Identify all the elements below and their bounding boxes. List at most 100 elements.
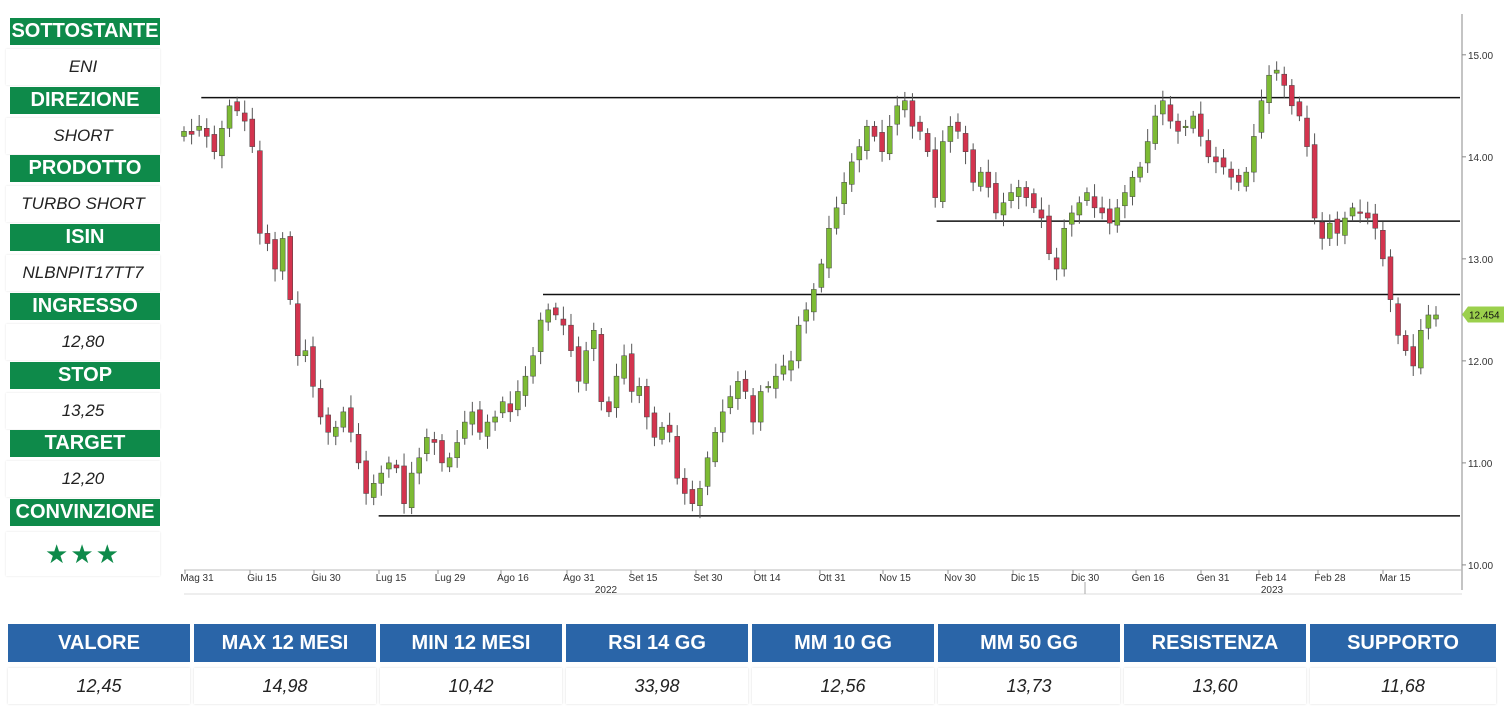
- candle-body: [1182, 125, 1189, 128]
- candle-body: [393, 464, 400, 469]
- candle-body: [917, 121, 923, 132]
- candle-body: [355, 434, 362, 464]
- candle-body: [1114, 207, 1121, 226]
- candle-body: [401, 465, 407, 504]
- candle-body: [431, 439, 438, 443]
- candle-body: [264, 233, 271, 244]
- candle-body: [1334, 218, 1341, 234]
- candle-body: [340, 411, 347, 428]
- candle-body: [279, 238, 286, 272]
- label-convinzione: CONVINZIONE: [10, 499, 160, 526]
- x-tick-label: Set 30: [694, 573, 723, 584]
- candle-body: [196, 125, 202, 131]
- value-mm50: 13,73: [938, 668, 1120, 704]
- candle-body: [826, 227, 832, 269]
- candle-body: [1311, 144, 1318, 219]
- y-tick-label: 12.00: [1468, 357, 1493, 368]
- candle-body: [871, 125, 878, 137]
- value-supporto: 11,68: [1310, 668, 1496, 704]
- y-axis: 15.00 14.00 13.00 12.00 11.00 10.00 12.454: [1462, 51, 1504, 572]
- value-rsi: 33,98: [566, 668, 748, 704]
- candle-body: [765, 386, 772, 389]
- candle-body: [1342, 217, 1348, 236]
- header-mm10: MM 10 GG: [752, 624, 934, 662]
- x-tick-label: Feb 28: [1314, 573, 1346, 584]
- candle-body: [386, 462, 392, 470]
- candle-body: [439, 440, 445, 464]
- candle-body: [909, 100, 916, 127]
- candle-body: [841, 182, 847, 205]
- value-stop: 13,25: [6, 393, 160, 429]
- candle-body: [719, 411, 726, 433]
- candle-body: [803, 309, 809, 322]
- candle-body: [1266, 74, 1272, 104]
- candle-body: [712, 432, 718, 463]
- candle-body: [1152, 115, 1158, 144]
- header-valore: VALORE: [8, 624, 190, 662]
- x-tick-label: Lug 29: [435, 573, 466, 584]
- candle-body: [454, 442, 460, 459]
- price-candlestick-chart: 15.00 14.00 13.00 12.00 11.00 10.00 12.454 Mag…: [180, 14, 1504, 596]
- candle-body: [697, 488, 703, 506]
- candle-body: [462, 421, 468, 439]
- label-ingresso: INGRESSO: [10, 293, 160, 320]
- candle-body: [1061, 227, 1067, 270]
- candle-body: [993, 183, 999, 214]
- value-ingresso: 12,80: [6, 324, 160, 360]
- label-isin: ISIN: [10, 224, 160, 251]
- candle-body: [1425, 314, 1432, 329]
- candle-body: [1076, 202, 1083, 216]
- x-tick-label: Giu 15: [247, 573, 277, 584]
- x-tick-label: Nov 30: [944, 573, 976, 584]
- candle-body: [424, 437, 430, 454]
- header-rsi: RSI 14 GG: [566, 624, 748, 662]
- candle-body: [666, 424, 673, 433]
- x-tick-label: Dic 30: [1071, 573, 1100, 584]
- value-direzione: SHORT: [6, 118, 160, 154]
- candle-body: [704, 457, 711, 487]
- candle-body: [499, 401, 506, 414]
- candle-body: [1069, 212, 1075, 225]
- candle-body: [241, 112, 248, 122]
- candle-body: [1327, 222, 1333, 239]
- label-sottostante: SOTTOSTANTE: [10, 18, 160, 45]
- candle-body: [628, 353, 635, 392]
- label-stop: STOP: [10, 362, 160, 389]
- candle-body: [408, 472, 415, 509]
- x-year-label: 2023: [1261, 585, 1284, 596]
- candle-body: [833, 207, 840, 229]
- candle-body: [1387, 256, 1394, 300]
- candle-body: [1372, 213, 1379, 229]
- candle-body: [598, 334, 605, 402]
- value-prodotto: TURBO SHORT: [6, 186, 160, 222]
- candle-body: [674, 436, 680, 479]
- candle-body: [1038, 209, 1045, 219]
- x-tick-label: Ago 31: [563, 573, 595, 584]
- candle-body: [962, 133, 969, 152]
- candle-body: [1319, 221, 1325, 239]
- candle-body: [1243, 171, 1250, 187]
- candle-body: [659, 426, 665, 440]
- candle-body: [553, 307, 559, 316]
- candle-body: [325, 414, 331, 433]
- value-target: 12,20: [6, 461, 160, 497]
- label-prodotto: PRODOTTO: [10, 155, 160, 182]
- candle-body: [1015, 187, 1022, 197]
- candle-body: [537, 319, 544, 352]
- candle-body: [1129, 176, 1136, 197]
- candle-body: [1357, 211, 1363, 214]
- header-min: MIN 12 MESI: [380, 624, 562, 662]
- candle-body: [416, 457, 422, 474]
- candle-body: [1273, 69, 1280, 74]
- candle-body: [977, 171, 984, 187]
- x-tick-label: Dic 15: [1011, 573, 1040, 584]
- candle-body: [575, 346, 582, 382]
- candle-body: [234, 101, 240, 112]
- header-resistenza: RESISTENZA: [1124, 624, 1306, 662]
- y-tick-label: 14.00: [1468, 153, 1493, 164]
- candle-body: [757, 391, 764, 423]
- label-direzione: DIREZIONE: [10, 87, 160, 114]
- candles: [181, 61, 1439, 519]
- candle-body: [621, 355, 627, 379]
- candle-body: [583, 350, 589, 384]
